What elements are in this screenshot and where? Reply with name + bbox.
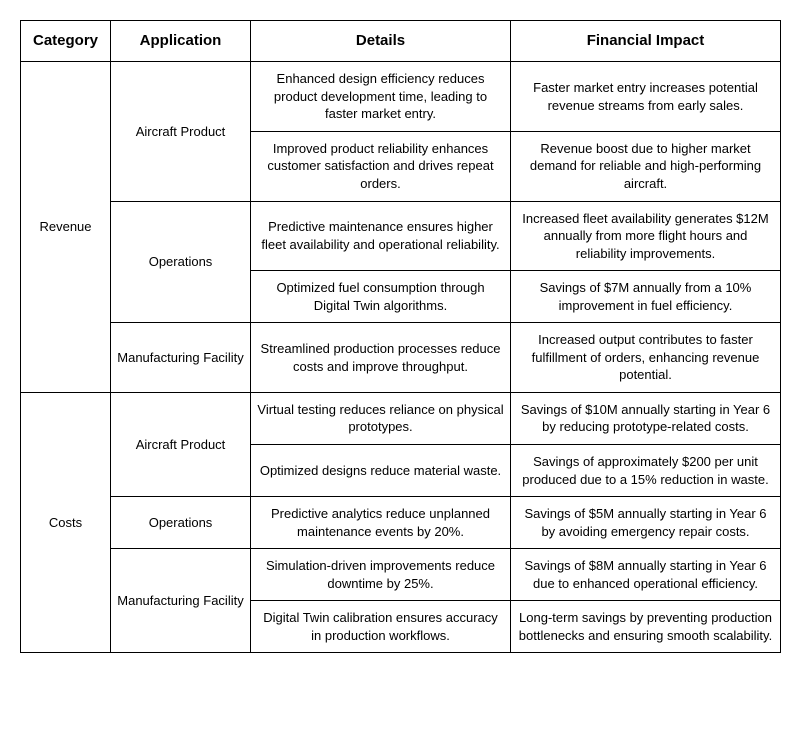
- table-row: Manufacturing Facility Streamlined produ…: [21, 323, 781, 393]
- impact-cell: Revenue boost due to higher market deman…: [511, 131, 781, 201]
- table-row: Operations Predictive maintenance ensure…: [21, 201, 781, 271]
- application-cell: Aircraft Product: [111, 392, 251, 496]
- table-row: Costs Aircraft Product Virtual testing r…: [21, 392, 781, 444]
- details-cell: Simulation-driven improvements reduce do…: [251, 549, 511, 601]
- category-cell: Revenue: [21, 62, 111, 393]
- application-cell: Operations: [111, 201, 251, 323]
- details-cell: Optimized fuel consumption through Digit…: [251, 271, 511, 323]
- details-cell: Optimized designs reduce material waste.: [251, 445, 511, 497]
- impact-cell: Savings of $8M annually starting in Year…: [511, 549, 781, 601]
- impact-cell: Savings of $7M annually from a 10% impro…: [511, 271, 781, 323]
- table-body: Revenue Aircraft Product Enhanced design…: [21, 62, 781, 653]
- details-cell: Streamlined production processes reduce …: [251, 323, 511, 393]
- header-category: Category: [21, 21, 111, 62]
- table-row: Revenue Aircraft Product Enhanced design…: [21, 62, 781, 132]
- details-cell: Predictive maintenance ensures higher fl…: [251, 201, 511, 271]
- details-cell: Virtual testing reduces reliance on phys…: [251, 392, 511, 444]
- application-cell: Operations: [111, 497, 251, 549]
- impact-cell: Increased fleet availability generates $…: [511, 201, 781, 271]
- impact-cell: Long-term savings by preventing producti…: [511, 601, 781, 653]
- header-details: Details: [251, 21, 511, 62]
- impact-table: Category Application Details Financial I…: [20, 20, 781, 653]
- details-cell: Enhanced design efficiency reduces produ…: [251, 62, 511, 132]
- category-cell: Costs: [21, 392, 111, 652]
- impact-cell: Savings of $5M annually starting in Year…: [511, 497, 781, 549]
- table-row: Operations Predictive analytics reduce u…: [21, 497, 781, 549]
- table-header: Category Application Details Financial I…: [21, 21, 781, 62]
- impact-cell: Increased output contributes to faster f…: [511, 323, 781, 393]
- impact-cell: Savings of $10M annually starting in Yea…: [511, 392, 781, 444]
- header-impact: Financial Impact: [511, 21, 781, 62]
- details-cell: Predictive analytics reduce unplanned ma…: [251, 497, 511, 549]
- application-cell: Aircraft Product: [111, 62, 251, 201]
- impact-cell: Faster market entry increases potential …: [511, 62, 781, 132]
- details-cell: Improved product reliability enhances cu…: [251, 131, 511, 201]
- header-application: Application: [111, 21, 251, 62]
- details-cell: Digital Twin calibration ensures accurac…: [251, 601, 511, 653]
- application-cell: Manufacturing Facility: [111, 549, 251, 653]
- impact-cell: Savings of approximately $200 per unit p…: [511, 445, 781, 497]
- table-row: Manufacturing Facility Simulation-driven…: [21, 549, 781, 601]
- application-cell: Manufacturing Facility: [111, 323, 251, 393]
